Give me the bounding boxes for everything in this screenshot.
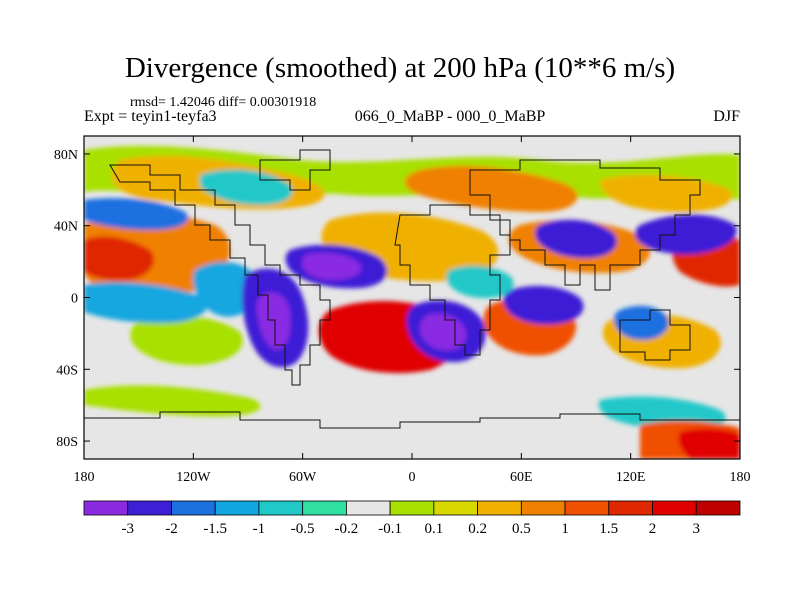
- coastline-africa-europe: [394, 204, 511, 356]
- chart-title: Divergence (smoothed) at 200 hPa (10**6 …: [124, 52, 676, 84]
- x-tick-label: 120W: [176, 470, 211, 485]
- x-axis: 180 120W 60W 0 60E 120E 180: [74, 136, 751, 485]
- y-tick-label: 40S: [56, 363, 78, 378]
- field-violet-samerica: [256, 292, 291, 350]
- colorbar-level-label: -2: [165, 521, 178, 537]
- field-green-southern-ocean: [84, 385, 261, 417]
- field-blue-epacific-south: [84, 282, 208, 324]
- field-violet-catlantic: [302, 252, 362, 280]
- x-tick-label: 180: [730, 470, 751, 485]
- colorbar-level-label: -1.5: [203, 521, 227, 537]
- coastline-antarctica: [84, 411, 740, 429]
- colorbar: -3 -2 -1.5 -1 -0.5 -0.2 -0.1 0.1 0.2 0.5 1 1.5 2 3: [83, 500, 741, 537]
- coastlines: [84, 149, 740, 429]
- colorbar-swatch: [389, 500, 435, 516]
- rmsd-diff-stats: rmsd= 1.42046 diff= 0.00301918: [130, 95, 317, 110]
- colorbar-level-label: -3: [121, 521, 134, 537]
- colorbar-swatch: [345, 500, 391, 516]
- field-indigo-wpacific: [635, 214, 737, 255]
- field-blue-samerica-edge: [193, 261, 258, 317]
- colorbar-swatch: [564, 500, 610, 516]
- colorbar-level-label: 0.2: [468, 521, 487, 537]
- experiment-label: Expt = teyin1-teyfa3: [84, 108, 217, 125]
- field-red-antarctic: [678, 428, 740, 459]
- colorbar-swatch: [214, 500, 260, 516]
- field-blue-australia: [614, 305, 669, 340]
- field-green-spacific: [130, 315, 243, 366]
- x-tick-label: 60W: [289, 470, 317, 485]
- colorbar-swatch: [477, 500, 522, 516]
- colorbar-swatch: [608, 500, 653, 516]
- field-orange-eurasia: [405, 165, 578, 212]
- colorbar-level-label: 1.5: [599, 521, 618, 537]
- x-tick-label: 60E: [510, 470, 533, 485]
- y-tick-label: 80S: [56, 435, 78, 450]
- colorbar-swatch: [652, 500, 697, 516]
- colorbar-swatch: [171, 500, 216, 516]
- y-tick-label: 80N: [54, 148, 78, 163]
- y-axis: 80N 40N 0 40S 80S: [54, 148, 740, 450]
- field-cyan-namerica: [200, 169, 293, 205]
- period-label: 066_0_MaBP - 000_0_MaBP: [354, 108, 546, 125]
- colorbar-level-label: -1: [253, 521, 266, 537]
- colorbar-level-label: 1: [561, 521, 569, 537]
- colorbar-swatch: [695, 500, 741, 516]
- colorbar-swatch: [83, 500, 129, 516]
- x-tick-label: 0: [409, 470, 416, 485]
- field-layer: [84, 136, 740, 459]
- colorbar-level-label: -0.1: [378, 521, 402, 537]
- colorbar-level-label: 0.1: [424, 521, 443, 537]
- y-tick-label: 0: [71, 292, 78, 307]
- colorbar-swatch: [520, 500, 566, 516]
- field-cyan-sahara: [446, 265, 514, 298]
- colorbar-level-label: -0.2: [335, 521, 359, 537]
- coastline-greenland: [259, 149, 331, 191]
- field-indigo-arabia: [503, 285, 584, 325]
- season-label: DJF: [713, 108, 740, 125]
- colorbar-swatch: [127, 500, 172, 516]
- coastline-australia: [619, 309, 691, 361]
- y-tick-label: 40N: [54, 220, 78, 235]
- field-yellow-siberia: [600, 175, 732, 213]
- x-tick-label: 120E: [616, 470, 646, 485]
- coastline-americas: [109, 164, 331, 386]
- field-blue-npacific: [84, 198, 189, 230]
- colorbar-swatch: [258, 500, 304, 516]
- colorbar-level-label: 3: [693, 521, 701, 537]
- colorbar-level-label: 0.5: [512, 521, 531, 537]
- colorbar-swatch: [302, 500, 347, 516]
- coastline-asia: [469, 159, 701, 291]
- x-tick-label: 180: [74, 470, 95, 485]
- colorbar-level-label: -0.5: [291, 521, 315, 537]
- colorbar-level-label: 2: [649, 521, 657, 537]
- field-indigo-easia: [535, 219, 617, 258]
- field-red-epacific: [84, 236, 154, 281]
- colorbar-swatch: [433, 500, 479, 516]
